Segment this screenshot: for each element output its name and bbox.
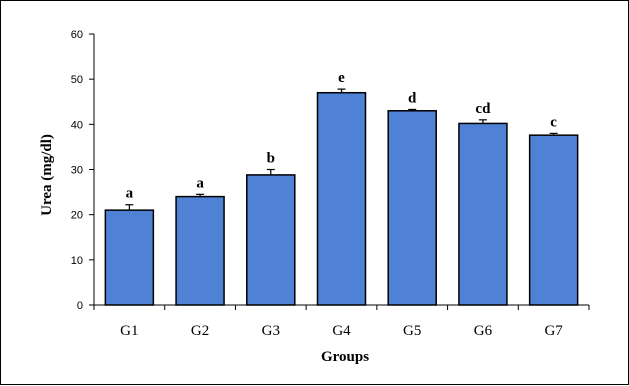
bars: a a b e d cd c xyxy=(104,70,579,306)
y-tick-label: 0 xyxy=(77,300,83,312)
bar-g7 xyxy=(528,134,579,306)
x-tick-label: G2 xyxy=(191,323,209,339)
x-tick-label: G5 xyxy=(403,323,421,339)
significance-letter: a xyxy=(196,175,204,191)
x-tick-label: G1 xyxy=(120,323,138,339)
significance-letter: a xyxy=(126,186,134,202)
significance-letter: e xyxy=(338,70,345,86)
x-tick-label: G6 xyxy=(474,323,493,339)
y-tick-label: 40 xyxy=(71,119,83,131)
bar-g5 xyxy=(387,110,437,306)
x-axis: G1 G2 G3 G4 G5 G6 G7 xyxy=(93,304,590,339)
significance-letter: d xyxy=(408,90,417,106)
y-tick-label: 30 xyxy=(71,165,83,177)
x-tick-label: G3 xyxy=(262,323,280,339)
significance-letter: b xyxy=(267,151,275,167)
y-tick-label: 60 xyxy=(71,29,83,41)
y-axis-title: Urea (mg/dl) xyxy=(39,134,55,216)
x-axis-title: Groups xyxy=(321,349,369,365)
x-tick-label: G4 xyxy=(332,323,351,339)
y-tick-label: 20 xyxy=(71,210,83,222)
significance-letter: c xyxy=(550,114,557,130)
bar-g1 xyxy=(104,209,155,306)
significance-letter: cd xyxy=(475,101,491,117)
bar-g3 xyxy=(246,174,296,306)
y-tick-label: 50 xyxy=(71,74,83,86)
bar-g6 xyxy=(458,122,508,306)
y-axis: 0 10 20 30 40 50 60 xyxy=(71,29,95,312)
y-tick-label: 10 xyxy=(71,255,83,267)
bar-g2 xyxy=(175,195,225,306)
bar-g4 xyxy=(316,91,367,306)
x-tick-label: G7 xyxy=(544,323,563,339)
